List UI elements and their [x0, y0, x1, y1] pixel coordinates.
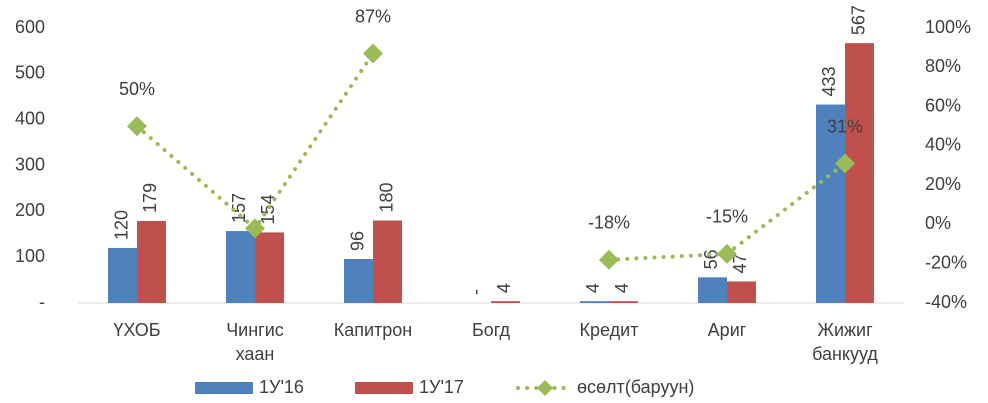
bar: [344, 259, 373, 303]
data-label: 96: [347, 231, 367, 251]
bar: [698, 277, 727, 303]
bar: [816, 104, 845, 304]
marker: [599, 249, 619, 270]
marker: [363, 43, 383, 64]
data-label: 567: [848, 5, 868, 35]
bar: [491, 301, 520, 303]
x-tick-label: Жижиг банкууд: [812, 320, 878, 364]
legend-swatch: [195, 382, 253, 394]
legend-label: 1У'16: [259, 377, 304, 397]
bar: [108, 248, 137, 303]
x-tick-label: Богд: [472, 320, 511, 340]
legend-marker: [537, 380, 553, 396]
y2-tick-label: 20%: [925, 174, 961, 194]
data-label: 180: [376, 182, 396, 212]
x-tick-label: Чингис хаан: [226, 320, 284, 364]
legend-label: 1У'17: [419, 377, 464, 397]
marker: [245, 218, 265, 239]
data-label: 4: [583, 283, 603, 293]
data-label: 179: [140, 183, 160, 213]
y2-tick-label: 80%: [925, 56, 961, 76]
data-label: 4: [494, 283, 514, 293]
data-label: -15%: [706, 207, 748, 227]
data-label: 56: [701, 249, 721, 269]
marker: [127, 116, 147, 137]
data-label: 50%: [119, 79, 155, 99]
y2-tick-label: 100%: [925, 17, 971, 37]
x-tick-label: Капитрон: [334, 320, 413, 340]
bar: [609, 301, 638, 303]
y2-tick-label: 0%: [925, 213, 951, 233]
bar: [226, 231, 255, 303]
x-tick-label: Ариг: [708, 320, 747, 340]
y2-tick-label: -40%: [925, 292, 967, 312]
data-label: 4: [612, 283, 632, 293]
y-tick-label: 600: [15, 17, 45, 37]
data-label: -18%: [588, 213, 630, 233]
bar: [845, 43, 874, 303]
bar: [373, 220, 402, 303]
y-tick-label: 200: [15, 200, 45, 220]
y-tick-label: 500: [15, 63, 45, 83]
data-label: 47: [730, 253, 750, 273]
legend-swatch: [355, 382, 413, 394]
y-tick-label: 100: [15, 246, 45, 266]
x-tick-label: Кредит: [580, 320, 639, 340]
bar: [255, 232, 284, 303]
data-label: 157: [229, 193, 249, 223]
y-tick-label: -: [39, 292, 45, 312]
y2-tick-label: 60%: [925, 95, 961, 115]
legend-label: өсөлт(баруун): [577, 377, 694, 397]
bar: [727, 281, 756, 303]
x-tick-label: ҮХОБ: [113, 320, 160, 340]
y2-tick-label: -20%: [925, 252, 967, 272]
data-label: 154: [258, 194, 278, 224]
marker: [717, 243, 737, 264]
data-label: 87%: [355, 6, 391, 26]
y2-tick-label: 40%: [925, 135, 961, 155]
line: [135, 51, 375, 232]
y-tick-label: 400: [15, 108, 45, 128]
y-tick-label: 300: [15, 154, 45, 174]
data-label: -: [465, 289, 485, 295]
bar: [137, 220, 166, 303]
data-label: 31%: [827, 116, 863, 136]
data-label: 120: [111, 210, 131, 240]
marker: [835, 153, 855, 174]
data-label: 433: [819, 66, 839, 96]
bar: [580, 301, 609, 303]
